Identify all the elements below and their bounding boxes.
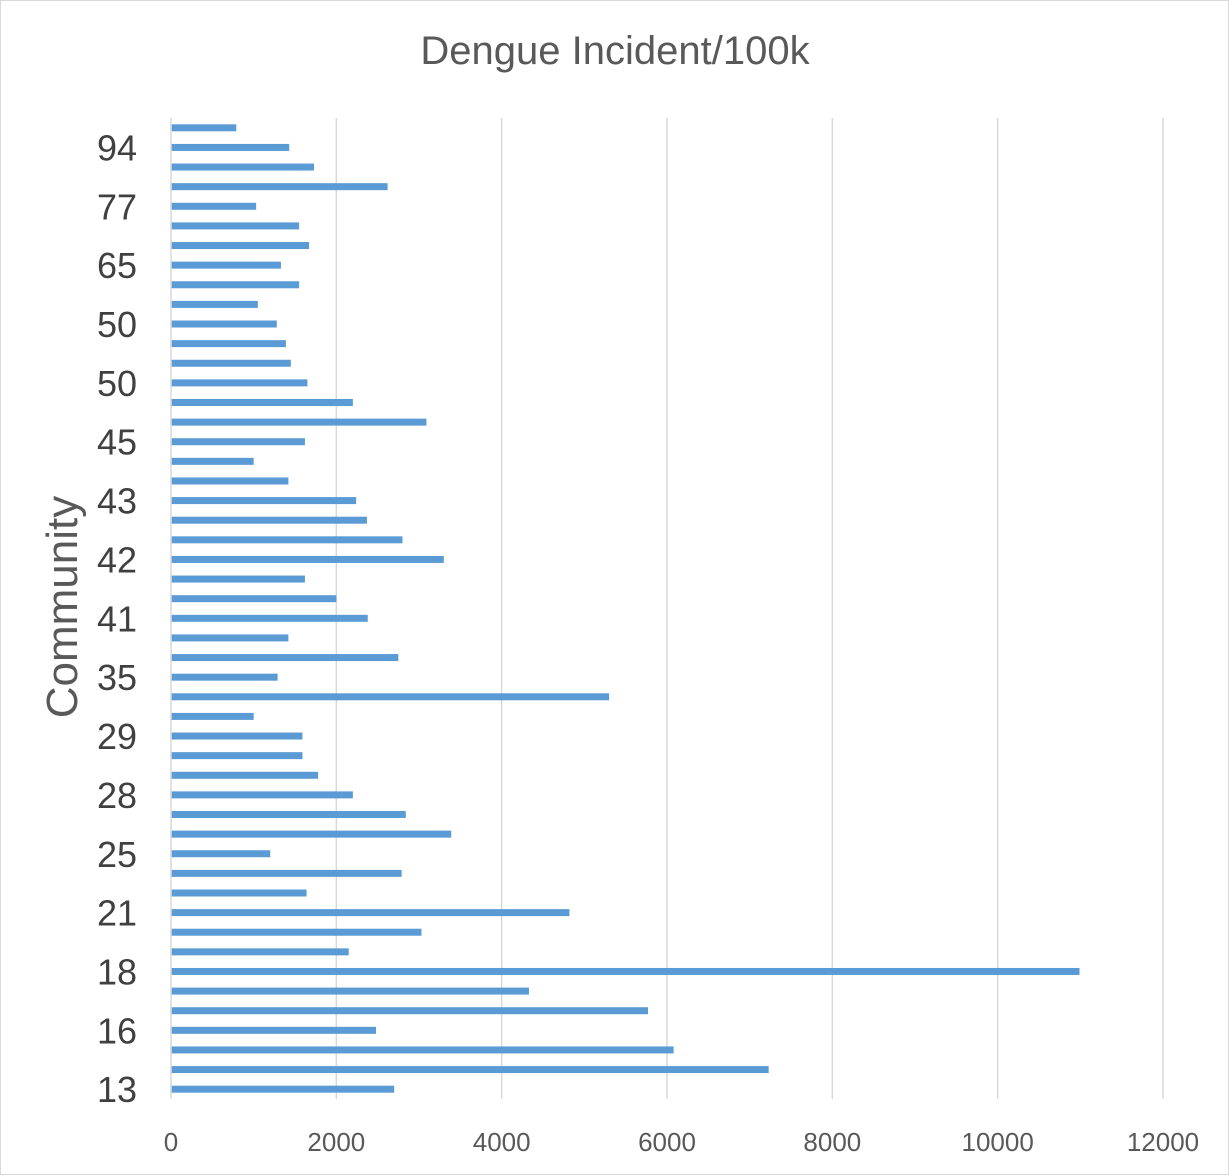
y-tick-label: 77 xyxy=(97,186,137,227)
bar xyxy=(171,457,254,465)
bar xyxy=(171,928,422,936)
bar xyxy=(171,536,403,544)
y-tick-label: 43 xyxy=(97,481,137,522)
bar xyxy=(171,1066,769,1074)
bar xyxy=(171,438,305,446)
y-tick-label: 16 xyxy=(97,1010,137,1051)
y-tick-label: 41 xyxy=(97,598,137,639)
y-tick-label: 94 xyxy=(97,127,137,168)
bar xyxy=(171,300,258,308)
x-tick-label: 10000 xyxy=(962,1127,1034,1157)
bar xyxy=(171,948,349,956)
x-tick-label: 2000 xyxy=(307,1127,365,1157)
x-tick-label: 6000 xyxy=(638,1127,696,1157)
y-tick-label: 21 xyxy=(97,893,137,934)
bar xyxy=(171,869,402,877)
bar xyxy=(171,124,237,132)
bar xyxy=(171,242,310,250)
bar xyxy=(171,497,357,505)
bar xyxy=(171,281,300,289)
y-tick-label: 42 xyxy=(97,539,137,580)
bar xyxy=(171,752,303,760)
x-tick-label: 4000 xyxy=(473,1127,531,1157)
y-tick-label: 35 xyxy=(97,657,137,698)
x-tick-label: 0 xyxy=(164,1127,178,1157)
bar xyxy=(171,712,254,720)
x-tick-label: 12000 xyxy=(1127,1127,1199,1157)
y-tick-label: 29 xyxy=(97,716,137,757)
bar xyxy=(171,320,277,328)
bar xyxy=(171,830,452,838)
bar xyxy=(171,516,367,524)
bar xyxy=(171,575,305,583)
bar xyxy=(171,202,257,210)
bar xyxy=(171,811,406,819)
bar xyxy=(171,477,289,485)
bar xyxy=(171,340,286,348)
bar xyxy=(171,909,570,917)
bar xyxy=(171,183,388,191)
bar xyxy=(171,732,303,740)
bar xyxy=(171,654,399,662)
bar xyxy=(171,614,368,622)
bar xyxy=(171,418,427,426)
bar xyxy=(171,771,319,779)
bar xyxy=(171,791,353,799)
bar xyxy=(171,1085,395,1093)
bar xyxy=(171,967,1080,975)
bar xyxy=(171,850,271,858)
chart-title: Dengue Incident/100k xyxy=(420,29,810,73)
bar xyxy=(171,379,308,387)
y-tick-label: 18 xyxy=(97,951,137,992)
y-tick-label: 45 xyxy=(97,422,137,463)
y-tick-label: 28 xyxy=(97,775,137,816)
bar xyxy=(171,143,290,151)
y-tick-label: 25 xyxy=(97,834,137,875)
y-tick-label: 65 xyxy=(97,245,137,286)
y-axis-title: Community xyxy=(38,496,87,719)
bar xyxy=(171,987,529,995)
bar xyxy=(171,693,610,701)
y-tick-label: 50 xyxy=(97,363,137,404)
bar xyxy=(171,634,289,642)
bar xyxy=(171,1046,674,1054)
bar xyxy=(171,595,337,603)
bar xyxy=(171,889,307,897)
bar xyxy=(171,222,300,230)
bar xyxy=(171,359,291,367)
x-tick-label: 8000 xyxy=(803,1127,861,1157)
bar xyxy=(171,1026,377,1034)
bar xyxy=(171,163,315,171)
bar xyxy=(171,398,353,406)
bar xyxy=(171,673,278,681)
bar xyxy=(171,1007,648,1015)
y-tick-label: 13 xyxy=(97,1069,137,1110)
y-tick-label: 50 xyxy=(97,304,137,345)
bar xyxy=(171,555,444,563)
bar xyxy=(171,261,281,269)
